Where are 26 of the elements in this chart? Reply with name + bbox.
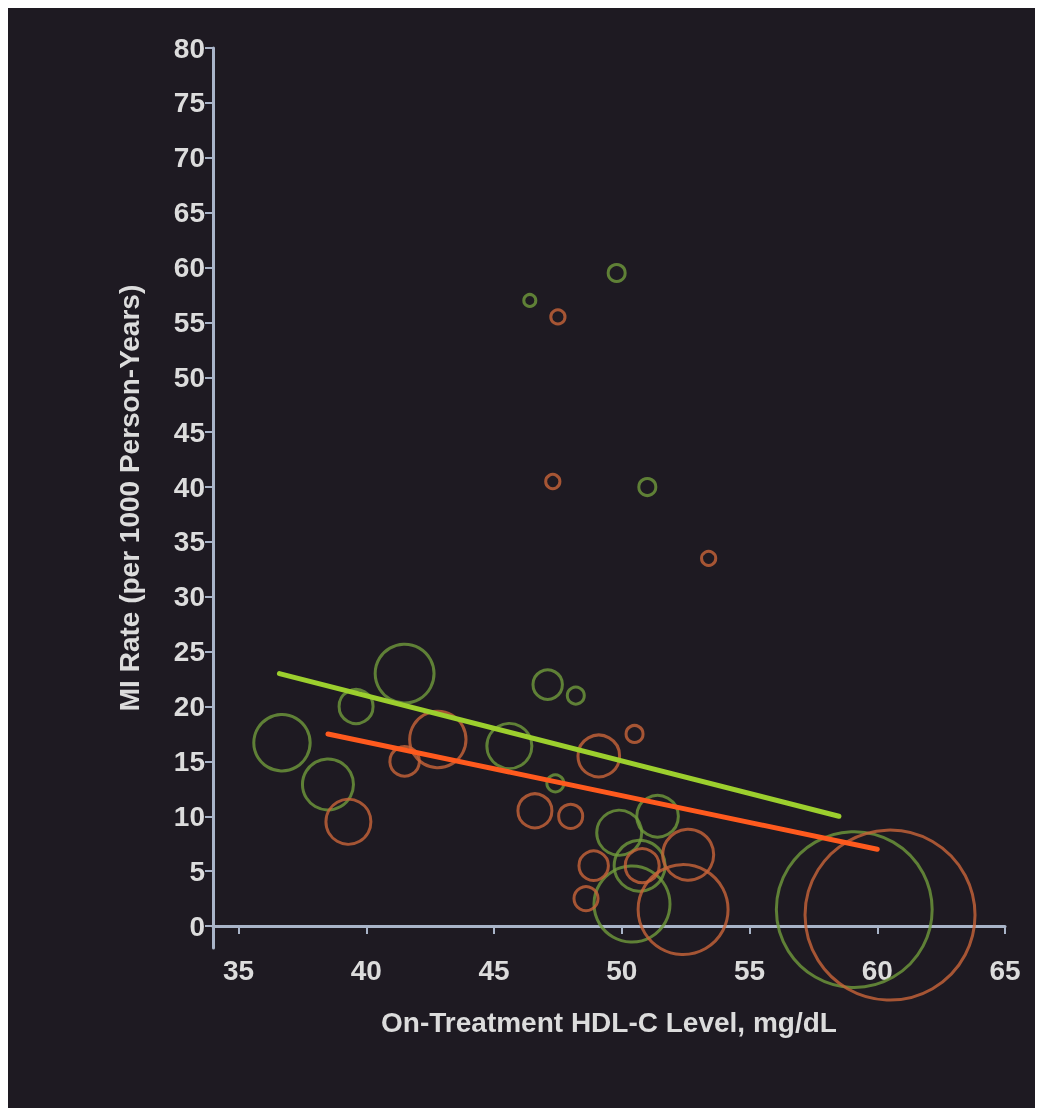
x-tick-label: 65 [989, 954, 1021, 986]
y-tick-label: 50 [173, 361, 205, 393]
x-tick-label: 45 [478, 954, 510, 986]
y-tick-label: 15 [173, 745, 205, 777]
y-tick-label: 75 [173, 87, 205, 119]
y-tick-label: 20 [173, 691, 205, 723]
y-tick-label: 35 [173, 526, 205, 558]
y-tick-label: 80 [173, 32, 205, 64]
y-tick-label: 0 [189, 910, 205, 942]
x-tick-label: 35 [222, 954, 255, 986]
y-tick-label: 60 [173, 252, 205, 284]
y-tick-label: 45 [173, 416, 205, 448]
y-tick-label: 30 [173, 581, 205, 613]
y-tick-label: 10 [173, 800, 205, 832]
y-tick-label: 25 [173, 636, 205, 668]
y-tick-label: 5 [189, 855, 205, 887]
y-tick-label: 70 [173, 142, 205, 174]
x-tick-label: 60 [861, 954, 893, 986]
y-tick-label: 40 [173, 471, 205, 503]
x-tick-label: 55 [733, 954, 766, 986]
y-tick-label: 55 [173, 306, 205, 338]
y-axis-title: MI Rate (per 1000 Person-Years) [113, 284, 145, 712]
x-tick-label: 40 [350, 954, 382, 986]
y-tick-label: 65 [173, 197, 205, 229]
x-axis-title: On-Treatment HDL-C Level, mg/dL [381, 1006, 837, 1038]
x-tick-label: 50 [606, 954, 638, 986]
